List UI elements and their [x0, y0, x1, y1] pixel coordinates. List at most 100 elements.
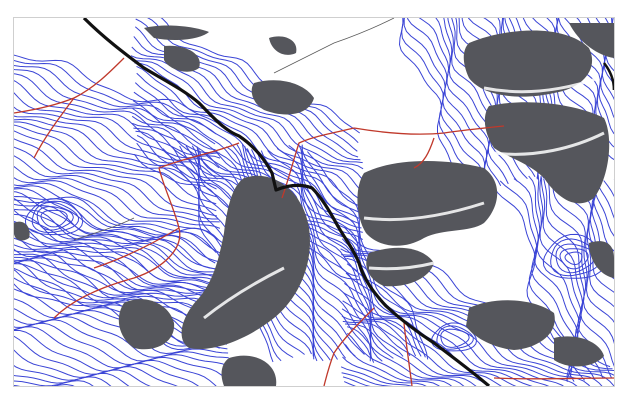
contour-line [14, 80, 220, 156]
contour-line [134, 62, 360, 190]
contour-line [589, 174, 614, 280]
map-canvas [14, 18, 614, 386]
contour-line [342, 300, 533, 386]
contour-line [342, 292, 550, 386]
topographic-map [13, 17, 615, 387]
contour-ring [555, 243, 596, 274]
contour-line [14, 322, 228, 381]
contour-line [14, 199, 227, 256]
rock-outcrop [269, 36, 297, 55]
contour-line [14, 130, 217, 212]
stream [493, 377, 614, 380]
contour-line [14, 124, 217, 205]
rock-outcrop [221, 355, 277, 386]
rock-outcrop [251, 80, 314, 115]
rock-outcrop [589, 241, 614, 278]
contour-line [14, 177, 219, 241]
contour-line [14, 185, 216, 264]
contour-line [344, 282, 564, 386]
contour-line [14, 260, 227, 322]
tracks [73, 18, 395, 241]
rock-outcrop [357, 161, 498, 246]
streams [14, 57, 614, 386]
contour-line [14, 54, 218, 124]
contour-line [14, 209, 219, 282]
contour-line [14, 213, 226, 282]
rock-outcrop [181, 175, 310, 349]
rock-outcrop [144, 25, 209, 40]
rock-outcrops [14, 23, 614, 386]
contour-line [347, 332, 453, 386]
stream [323, 307, 375, 386]
contour-line [136, 65, 359, 199]
contour-line [14, 155, 220, 223]
contour-line [14, 220, 226, 286]
contour-line [341, 308, 517, 386]
contour-line [14, 118, 217, 190]
contour-line [134, 82, 359, 213]
contour-line [591, 174, 614, 266]
contour-line [14, 221, 219, 289]
stream [33, 97, 75, 159]
stream [14, 57, 125, 114]
contour-line [14, 283, 220, 349]
contour-line [131, 60, 362, 179]
contour-ring [430, 322, 478, 352]
contour-line [14, 256, 216, 339]
contour-line [564, 18, 614, 135]
contour-line [14, 316, 229, 359]
contour-line [14, 298, 228, 351]
rock-outcrop [554, 336, 604, 367]
contour-line [407, 18, 486, 190]
contour-line [14, 195, 228, 246]
contour-line [14, 92, 221, 159]
rock-outcrop [164, 45, 200, 72]
track [73, 217, 135, 241]
contour-line [592, 176, 614, 252]
contour-line [14, 308, 229, 355]
contour-line [14, 349, 151, 386]
contour-line [604, 18, 614, 72]
contour-line [14, 60, 217, 135]
contour-line [14, 257, 228, 307]
contour-line [447, 18, 509, 185]
rock-outcrop [569, 23, 614, 58]
main-road [82, 18, 491, 386]
contour-ring [40, 209, 68, 228]
contour-line [587, 18, 614, 101]
contour-line [596, 180, 614, 219]
contour-ring [542, 233, 606, 279]
contour-ring [31, 201, 80, 234]
contour-line [267, 150, 383, 362]
contour-line [14, 253, 216, 335]
contour-line [14, 232, 228, 289]
stream [413, 137, 435, 169]
contour-line [131, 115, 363, 233]
contour-line [14, 121, 217, 198]
contour-ring [550, 238, 601, 277]
contour-ring [559, 248, 589, 270]
contour-line [14, 248, 230, 292]
contour-ring [564, 251, 583, 266]
contour-line [14, 365, 130, 386]
contour-line [133, 91, 360, 219]
contour-line [14, 138, 217, 217]
contour-line [276, 148, 394, 359]
contour-line [344, 323, 477, 386]
contour-line [136, 72, 359, 206]
contour-line [340, 366, 413, 386]
stream [281, 127, 355, 199]
contour-line [346, 326, 465, 386]
stream [403, 322, 413, 386]
contour-line [14, 326, 217, 386]
contour-line [132, 100, 360, 225]
main-road-branch [602, 62, 614, 91]
rock-outcrop [118, 299, 175, 350]
contour-line [14, 187, 216, 270]
contour-line [342, 356, 427, 386]
contour-line [14, 263, 225, 332]
contour-line [344, 344, 440, 386]
contour-ring [436, 325, 474, 350]
contour-ring [440, 328, 470, 348]
contour-line [443, 18, 502, 187]
